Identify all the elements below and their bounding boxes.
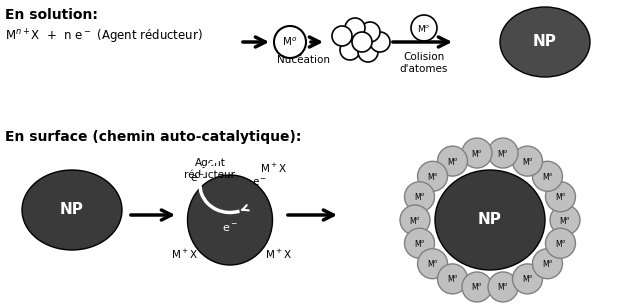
Text: En surface (chemin auto-catalytique):: En surface (chemin auto-catalytique):: [5, 130, 302, 144]
Text: M$^{n+}$X  +  n e$^-$ (Agent réducteur): M$^{n+}$X + n e$^-$ (Agent réducteur): [5, 28, 203, 46]
Circle shape: [512, 146, 543, 176]
Text: M$^o$: M$^o$: [409, 215, 421, 226]
Text: M$^+$X: M$^+$X: [260, 161, 287, 174]
Text: M$^o$: M$^o$: [554, 191, 566, 202]
Circle shape: [550, 205, 580, 235]
Text: M$^o$: M$^o$: [426, 258, 438, 269]
Circle shape: [405, 228, 434, 258]
Text: M$^o$: M$^o$: [559, 215, 571, 226]
Text: M$^o$: M$^o$: [541, 171, 553, 182]
Text: En solution:: En solution:: [5, 8, 98, 22]
Text: e$^-$: e$^-$: [252, 177, 268, 188]
Text: Nucéation: Nucéation: [277, 55, 331, 65]
Text: NP: NP: [60, 202, 84, 217]
Text: M$^o$: M$^o$: [447, 156, 459, 167]
Circle shape: [533, 161, 562, 191]
Circle shape: [360, 22, 380, 42]
Text: M$^o$: M$^o$: [554, 238, 566, 249]
Text: Colision
d'atomes: Colision d'atomes: [400, 52, 448, 74]
Circle shape: [418, 161, 447, 191]
Text: M$^o$: M$^o$: [497, 147, 509, 158]
Ellipse shape: [187, 175, 273, 265]
Text: M$^o$: M$^o$: [282, 36, 298, 48]
Circle shape: [358, 42, 378, 62]
Text: M$^o$: M$^o$: [417, 22, 431, 33]
Text: NP: NP: [478, 212, 502, 227]
Text: M$^o$: M$^o$: [413, 191, 425, 202]
Text: M$^o$: M$^o$: [471, 147, 483, 158]
Circle shape: [438, 264, 467, 294]
Text: M$^o$: M$^o$: [522, 273, 533, 284]
Circle shape: [345, 18, 365, 38]
Text: e$^-$: e$^-$: [222, 223, 238, 233]
Circle shape: [546, 228, 575, 258]
Ellipse shape: [22, 170, 122, 250]
Circle shape: [438, 146, 467, 176]
Circle shape: [400, 205, 430, 235]
Text: M$^o$: M$^o$: [447, 273, 459, 284]
Text: M$^o$: M$^o$: [522, 156, 533, 167]
Circle shape: [405, 182, 434, 212]
Circle shape: [352, 32, 372, 52]
Text: e$^-$: e$^-$: [190, 172, 206, 184]
Text: M$^o$: M$^o$: [497, 282, 509, 292]
Circle shape: [533, 249, 562, 279]
Circle shape: [512, 264, 543, 294]
Circle shape: [370, 32, 390, 52]
Text: NP: NP: [533, 34, 557, 50]
Text: M$^+$X: M$^+$X: [171, 248, 198, 261]
Circle shape: [546, 182, 575, 212]
Circle shape: [418, 249, 447, 279]
Text: Agent
réducteur: Agent réducteur: [185, 158, 235, 180]
Circle shape: [462, 272, 492, 302]
Ellipse shape: [435, 170, 545, 270]
Text: M$^+$X: M$^+$X: [265, 248, 292, 261]
Circle shape: [488, 272, 518, 302]
Text: M$^o$: M$^o$: [413, 238, 425, 249]
Text: M$^o$: M$^o$: [426, 171, 438, 182]
Circle shape: [332, 26, 352, 46]
Circle shape: [340, 40, 360, 60]
Text: M$^o$: M$^o$: [541, 258, 553, 269]
Circle shape: [488, 138, 518, 168]
Ellipse shape: [500, 7, 590, 77]
Text: M$^o$: M$^o$: [471, 282, 483, 292]
Circle shape: [462, 138, 492, 168]
